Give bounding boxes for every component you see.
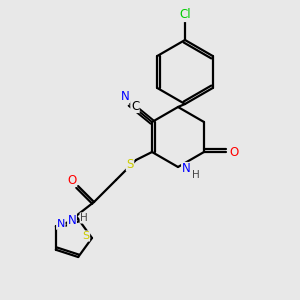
Text: S: S: [126, 158, 134, 170]
Text: N: N: [121, 89, 129, 103]
Text: N: N: [68, 214, 76, 226]
Text: N: N: [57, 219, 65, 229]
Text: H: H: [80, 213, 88, 223]
Text: H: H: [192, 170, 200, 180]
Text: Cl: Cl: [179, 8, 191, 22]
Text: O: O: [230, 146, 238, 158]
Text: S: S: [82, 231, 90, 241]
Text: O: O: [68, 173, 76, 187]
Text: N: N: [182, 163, 190, 176]
Text: C: C: [131, 100, 139, 112]
